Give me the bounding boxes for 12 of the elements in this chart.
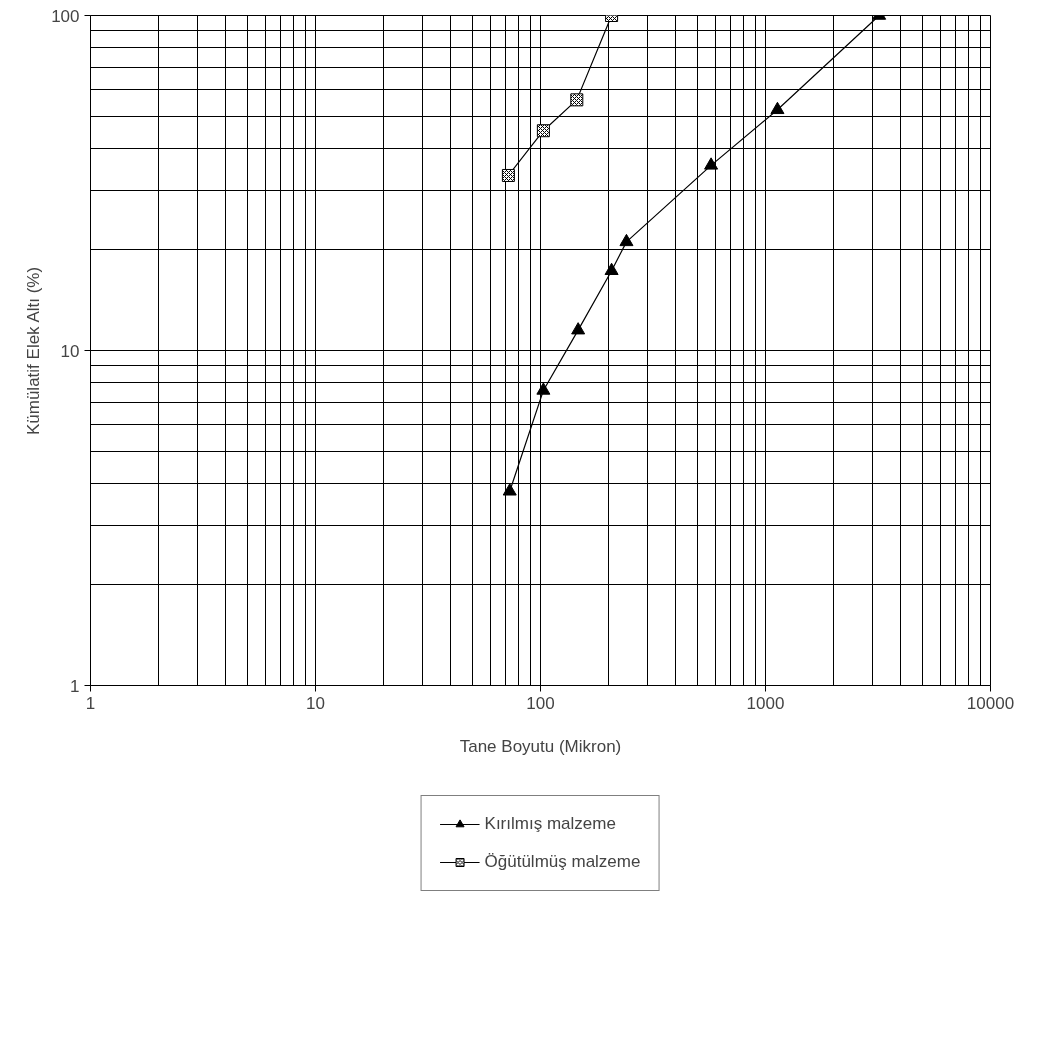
legend-label: Kırılmış malzeme	[484, 814, 616, 834]
legend-label: Öğütülmüş malzeme	[484, 852, 641, 872]
y-tick-label: 10	[60, 341, 80, 361]
x-tick-label: 1	[85, 693, 96, 713]
x-tick-label: 1000	[746, 693, 785, 713]
x-tick-label: 100	[526, 693, 555, 713]
x-tick-label: 10	[306, 693, 325, 713]
y-axis-title: Kümülatif Elek Altı (%)	[24, 266, 44, 436]
y-tick-label: 100	[51, 6, 80, 26]
y-tick-label: 1	[70, 676, 80, 696]
x-axis-title: Tane Boyutu (Mikron)	[459, 736, 622, 756]
x-tick-label: 10000	[966, 693, 1015, 713]
